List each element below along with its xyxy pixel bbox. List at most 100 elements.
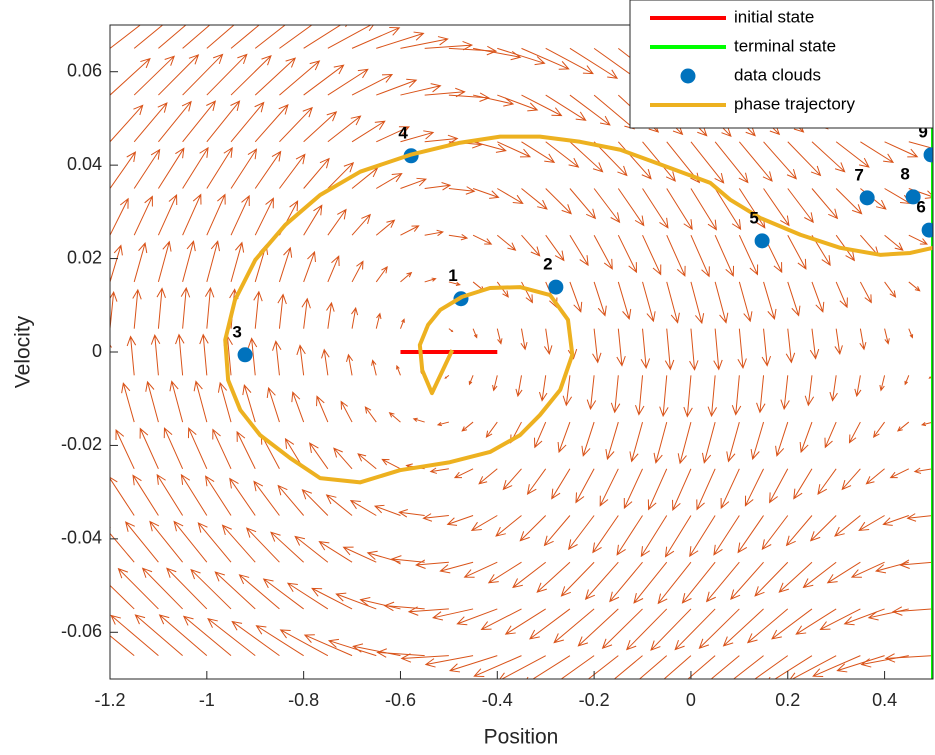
series-line: [223, 134, 933, 485]
quiver-arrow: [824, 421, 837, 449]
quiver-arrow: [616, 515, 643, 556]
quiver-arrow: [738, 235, 759, 276]
quiver-arrow: [110, 197, 129, 236]
quiver-arrow: [301, 488, 329, 516]
quiver-arrow: [351, 26, 401, 49]
quiver-arrow: [230, 148, 258, 189]
quiver-arrow: [157, 240, 172, 283]
quiver-arrow: [664, 328, 675, 371]
quiver-arrow: [904, 375, 910, 386]
quiver-arrow: [472, 234, 493, 245]
quiver-arrow: [787, 188, 814, 224]
quiver-arrow: [110, 420, 111, 423]
quiver-arrow: [472, 47, 522, 61]
quiver-arrow: [254, 197, 274, 236]
quiver-arrow: [726, 421, 740, 463]
quiver-arrow: [581, 421, 595, 457]
quiver-arrow: [593, 234, 613, 270]
quiver-arrow: [364, 406, 377, 423]
quiver-arrow: [593, 281, 607, 317]
quiver-arrow: [279, 153, 306, 189]
quiver-arrow: [492, 375, 498, 392]
quiver-arrow: [714, 235, 735, 277]
quiver-arrow: [657, 561, 692, 605]
quiver-arrow: [388, 411, 401, 423]
quiver-arrow: [710, 655, 740, 679]
quiver-arrow: [255, 625, 304, 657]
quiver-arrow: [899, 559, 933, 569]
quiver-arrow: [157, 147, 185, 189]
quiver-arrow: [677, 421, 692, 465]
point-label: 2: [543, 255, 552, 274]
quiver-arrow: [254, 57, 297, 96]
quiver-arrow: [400, 177, 427, 189]
quiver-arrow: [371, 359, 377, 376]
quiver-arrow: [182, 193, 202, 236]
quiver-arrow: [690, 188, 717, 231]
quiver-arrow: [653, 421, 668, 464]
quiver-arrow: [683, 375, 693, 418]
x-tick-label: -0.4: [482, 690, 513, 710]
quiver-arrow: [110, 244, 123, 283]
quiver-arrow: [133, 55, 175, 96]
quiver-arrow: [908, 328, 914, 339]
quiver-arrow: [303, 25, 348, 49]
data-cloud-point: [923, 147, 933, 163]
quiver-arrow: [182, 615, 232, 657]
quiver-arrow: [714, 281, 729, 324]
quiver-arrow: [625, 608, 668, 651]
legend-label: data clouds: [734, 65, 821, 84]
quiver-arrow: [117, 567, 159, 610]
quiver-arrow: [763, 188, 790, 227]
quiver-arrow: [357, 453, 377, 470]
quiver-arrow: [778, 561, 813, 593]
quiver-arrow: [333, 447, 353, 470]
quiver-arrow: [311, 587, 353, 610]
quiver-arrow: [884, 328, 890, 345]
quiver-arrow: [577, 608, 619, 647]
quiver-arrow: [545, 188, 572, 215]
quiver-arrow: [279, 629, 329, 657]
quiver-arrow: [327, 638, 377, 657]
quiver-arrow: [424, 87, 466, 98]
quiver-arrow: [850, 561, 885, 578]
quiver-arrow: [340, 400, 353, 423]
quiver-arrow: [829, 375, 838, 402]
quiver-arrow: [400, 83, 442, 96]
quiver-arrow: [342, 546, 377, 563]
quiver-arrow: [696, 468, 716, 511]
quiver-arrow: [787, 141, 822, 177]
quiver-arrow: [586, 375, 597, 411]
y-tick-label: 0: [92, 341, 102, 361]
quiver-arrow: [496, 328, 503, 345]
quiver-arrow: [763, 141, 798, 180]
quiver-arrow: [238, 574, 280, 610]
quiver-arrow: [110, 614, 159, 657]
quiver-arrow: [659, 375, 669, 418]
data-cloud-point: [754, 233, 770, 249]
quiver-arrow: [245, 527, 280, 563]
quiver-arrow: [375, 219, 396, 236]
quiver-arrow: [132, 474, 159, 516]
quiver-arrow: [206, 25, 235, 49]
quiver-arrow: [713, 328, 723, 371]
quiver-arrow: [214, 571, 256, 610]
quiver-arrow: [780, 375, 790, 411]
quiver-arrow: [456, 608, 498, 626]
quiver-arrow: [623, 468, 643, 510]
quiver-arrow: [199, 333, 209, 376]
quiver-arrow: [436, 421, 450, 427]
quiver-arrow: [373, 504, 401, 516]
quiver-arrow: [545, 47, 594, 75]
quiver-arrow: [277, 484, 305, 516]
quiver-arrow: [610, 375, 621, 414]
quiver-arrow: [616, 328, 626, 367]
quiver-arrow: [584, 561, 619, 600]
quiver-arrow: [707, 375, 718, 418]
quiver-arrow: [294, 535, 329, 563]
quiver-arrow: [701, 421, 716, 464]
quiver-arrow: [859, 328, 867, 351]
quiver-arrow: [817, 468, 837, 495]
quiver-arrow: [771, 608, 813, 640]
